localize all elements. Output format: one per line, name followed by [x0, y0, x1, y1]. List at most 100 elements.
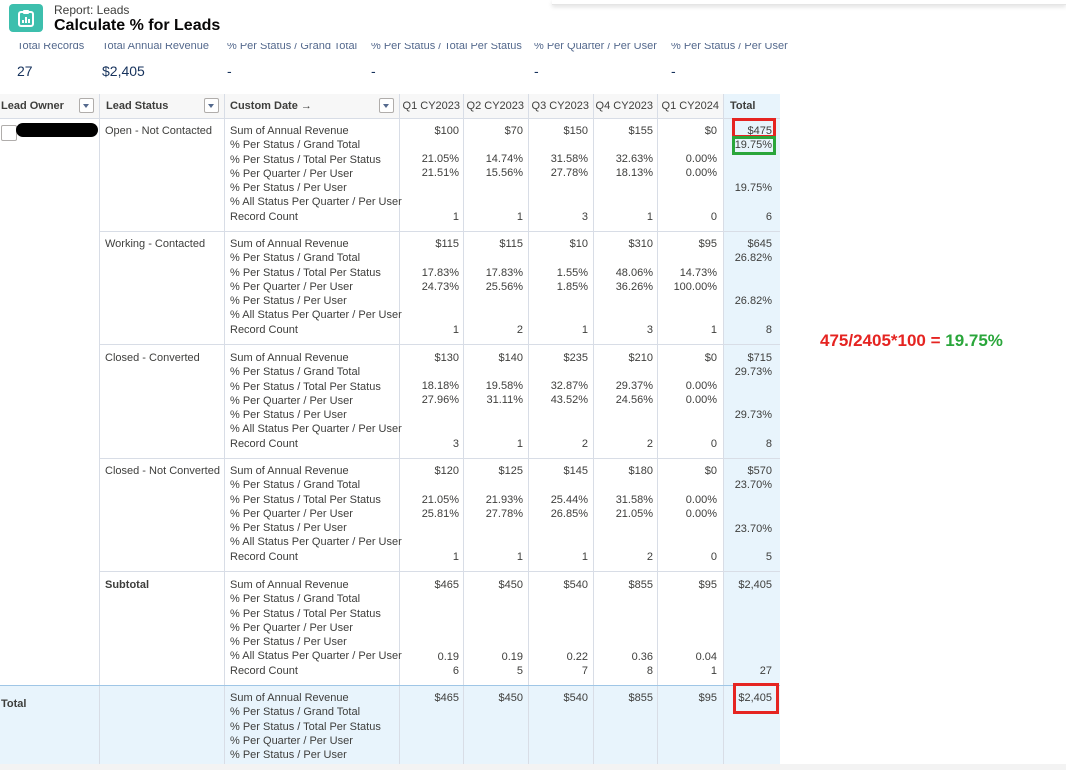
cell-pct-quarter: 26.85% — [550, 508, 588, 520]
cell-pct-grand-total: 29.73% — [734, 366, 772, 378]
cell-pct-status-user-total: 26.82% — [734, 295, 772, 307]
metric-labels: Sum of Annual Revenue% Per Status / Gran… — [230, 465, 402, 563]
cell-count: 3 — [581, 211, 588, 223]
cell-count: 3 — [646, 324, 653, 336]
cell-count-total: 8 — [765, 324, 772, 336]
cell-pct-grand-total: 26.82% — [734, 252, 772, 264]
cell-pct-status-user-total: 23.70% — [734, 523, 772, 535]
cell-subtotal-count: 7 — [581, 665, 588, 677]
summary-label-pct-grand: % Per Status / Grand Total — [227, 43, 358, 52]
cell-total-revenue: $450 — [498, 692, 523, 704]
cell-revenue: $145 — [563, 465, 588, 477]
cell-pct-status: 14.73% — [679, 267, 717, 279]
cell-count: 1 — [516, 211, 523, 223]
cell-subtotal-count: 6 — [452, 665, 459, 677]
cell-revenue: $115 — [435, 238, 459, 250]
cell-count: 2 — [646, 438, 653, 450]
cell-revenue: $180 — [628, 465, 653, 477]
cell-pct-status: 32.63% — [615, 153, 653, 165]
cell-pct-quarter: 0.00% — [685, 508, 717, 520]
cell-count-total: 5 — [765, 551, 772, 563]
cell-pct-status: 14.74% — [485, 153, 523, 165]
summary-value-pct-grand: - — [227, 63, 232, 79]
column-header-total: Total — [730, 100, 756, 112]
cell-subtotal-revenue: $465 — [434, 579, 459, 591]
column-header-custom-date[interactable]: Custom Date → — [230, 100, 312, 112]
cell-pct-status: 0.00% — [685, 153, 717, 165]
cell-count: 0 — [710, 211, 717, 223]
lead-owner-dropdown-icon[interactable] — [79, 98, 94, 113]
lead-status-working-contacted: Working - Contacted — [105, 238, 206, 250]
report-title: Calculate % for Leads — [54, 17, 221, 34]
cell-pct-status-user-total: 19.75% — [734, 182, 772, 194]
cell-pct-status: 18.18% — [421, 380, 459, 392]
cell-revenue: $10 — [569, 238, 588, 250]
cell-subtotal-all-status: 0.19 — [501, 651, 523, 663]
report-type-label: Report: Leads — [54, 3, 130, 17]
cell-revenue-total: $715 — [747, 352, 772, 364]
summary-value-total-records: 27 — [17, 63, 33, 79]
floating-panel-edge — [552, 0, 1066, 5]
cell-pct-quarter: 31.11% — [486, 394, 524, 406]
cell-pct-quarter: 18.13% — [615, 167, 653, 179]
cell-count: 1 — [581, 324, 588, 336]
summary-value-pct-status: - — [371, 63, 376, 79]
cell-pct-quarter: 21.51% — [421, 167, 459, 179]
cell-pct-status: 31.58% — [550, 153, 588, 165]
cell-revenue: $115 — [499, 238, 523, 250]
cell-count: 1 — [452, 211, 459, 223]
summary-label-total-records: Total Records — [17, 43, 85, 52]
total-row-background — [0, 686, 724, 764]
column-header-lead-status: Lead Status — [106, 100, 169, 112]
table-header-row: Lead Owner Lead Status Custom Date → — [0, 94, 724, 119]
cell-pct-quarter: 27.96% — [421, 394, 459, 406]
lead-status-closed-not-converted: Closed - Not Converted — [105, 465, 220, 477]
column-header-q4-2023: Q4 CY2023 — [595, 100, 653, 112]
cell-pct-quarter: 27.78% — [485, 508, 523, 520]
cell-count: 0 — [710, 551, 717, 563]
metric-labels: Sum of Annual Revenue% Per Status / Gran… — [230, 125, 402, 223]
report-table: Lead Owner Lead Status Custom Date → Tot… — [0, 94, 780, 764]
cell-subtotal-count-total: 27 — [759, 665, 772, 677]
total-column-header-cell: Total — [724, 94, 780, 119]
custom-date-dropdown-icon[interactable] — [379, 98, 394, 113]
cell-count: 2 — [646, 551, 653, 563]
cell-total-revenue: $95 — [698, 692, 717, 704]
cell-count: 1 — [452, 551, 459, 563]
report-header — [0, 0, 782, 40]
cell-revenue: $140 — [498, 352, 523, 364]
cell-pct-status: 48.06% — [615, 267, 653, 279]
metric-labels: Sum of Annual Revenue% Per Status / Gran… — [230, 238, 402, 336]
cell-pct-status: 29.37% — [615, 380, 653, 392]
cell-pct-status: 31.58% — [615, 494, 653, 506]
row-select-checkbox[interactable] — [1, 125, 17, 141]
cell-pct-status: 0.00% — [685, 380, 717, 392]
cell-count: 1 — [516, 438, 523, 450]
cell-subtotal-all-status: 0.19 — [437, 651, 459, 663]
column-header-q1-2024: Q1 CY2024 — [661, 100, 719, 112]
cell-revenue: $125 — [498, 465, 523, 477]
cell-count: 3 — [452, 438, 459, 450]
cell-pct-quarter: 36.26% — [615, 281, 653, 293]
horizontal-scrollbar[interactable] — [0, 764, 1066, 770]
cell-subtotal-count: 1 — [710, 665, 717, 677]
cell-pct-quarter: 43.52% — [550, 394, 588, 406]
cell-pct-status: 17.83% — [421, 267, 459, 279]
cell-pct-quarter: 100.00% — [673, 281, 717, 293]
cell-pct-quarter: 25.56% — [485, 281, 523, 293]
cell-pct-quarter: 0.00% — [685, 167, 717, 179]
summary-value-pct-status-user: - — [671, 63, 676, 79]
lead-status-dropdown-icon[interactable] — [204, 98, 219, 113]
cell-subtotal-count: 8 — [646, 665, 653, 677]
cell-revenue: $310 — [628, 238, 653, 250]
lead-status-closed-converted: Closed - Converted — [105, 352, 200, 364]
cell-total-revenue: $855 — [628, 692, 653, 704]
cell-revenue-total: $570 — [747, 465, 772, 477]
cell-pct-status: 21.05% — [421, 494, 459, 506]
total-row-label: Total — [1, 698, 27, 710]
lead-status-open-not-contacted: Open - Not Contacted — [105, 125, 213, 137]
column-header-q1-2023: Q1 CY2023 — [402, 100, 460, 112]
cell-revenue: $70 — [504, 125, 523, 137]
column-header-lead-owner: Lead Owner — [1, 100, 64, 112]
cell-pct-status: 0.00% — [685, 494, 717, 506]
